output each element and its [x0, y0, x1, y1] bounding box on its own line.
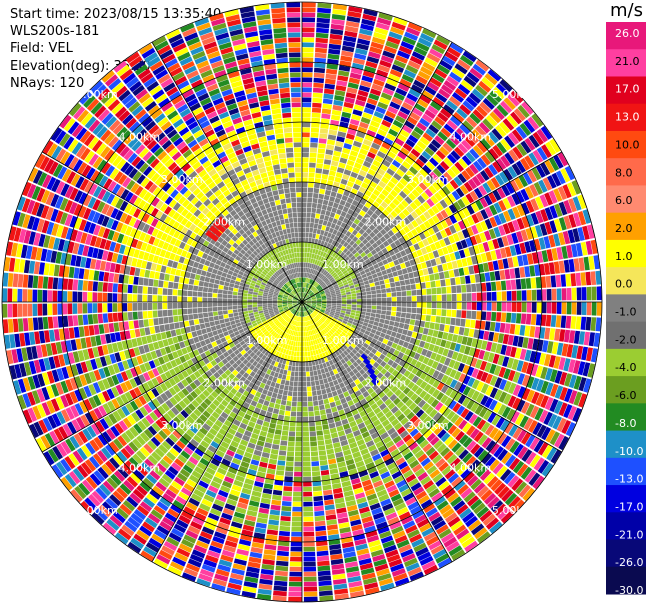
nrays: NRays: 120 [10, 75, 85, 91]
field-name: Field: VEL [10, 41, 73, 57]
colorbar-bin [606, 267, 646, 295]
colorbar-tick-label: -10.0 [615, 445, 643, 458]
range-ring-label: 5.00km [492, 504, 534, 517]
velocity-gates [2, 2, 602, 602]
colorbar-bin [606, 348, 646, 377]
range-ring-label: 3.00km [407, 419, 449, 432]
azimuth-line [301, 151, 563, 303]
azimuth-line [41, 301, 303, 453]
range-ring-label: 5.00km [76, 88, 118, 101]
colorbar-tick-label: -13.0 [615, 473, 643, 486]
range-ring-label: 3.00km [407, 173, 449, 186]
colorbar-bin [606, 22, 646, 50]
azimuth-line [151, 41, 303, 303]
instrument-name: WLS200s-181 [10, 24, 100, 40]
colorbar-bin [606, 539, 646, 568]
start-time: Start time: 2023/08/15 13:35:40 [10, 7, 222, 22]
colorbar-tick-label: 1.0 [615, 250, 633, 263]
colorbar-tick-label: 10.0 [615, 138, 640, 151]
range-ring-label: 1.00km [246, 334, 288, 347]
colorbar-tick-label: -17.0 [615, 500, 643, 513]
colorbar-tick-label: 0.0 [615, 278, 633, 291]
range-ring-label: 5.00km [492, 88, 534, 101]
colorbar-tick-label: 21.0 [615, 55, 640, 68]
range-ring-label: 4.00km [119, 461, 161, 474]
range-ring-label: 1.00km [322, 258, 364, 271]
colorbar-tick-label: -6.0 [615, 389, 636, 402]
azimuth-line [41, 151, 303, 303]
range-ring-label: 2.00km [365, 377, 407, 390]
colorbar-bin [606, 212, 646, 241]
colorbar-bin [606, 430, 646, 459]
colorbar-tick-label: -21.0 [615, 528, 643, 541]
colorbar-tick-label: 6.0 [615, 194, 633, 207]
colorbar-bin [606, 103, 646, 132]
colorbar-tick-label: -2.0 [615, 333, 636, 346]
range-ring-label: 2.00km [203, 377, 245, 390]
colorbar-bin [606, 185, 646, 214]
colorbar-tick-label: -26.0 [615, 556, 643, 569]
colorbar-bin [606, 457, 646, 486]
range-ring-label: 3.00km [161, 419, 203, 432]
azimuth-line [301, 41, 453, 303]
ppi-velocity-plot: 1.00km 1.00km 1.00km 1.00km 2.00km 2.00km 2.00… [1, 1, 603, 603]
colorbar-bin [606, 158, 646, 186]
range-ring-label: 1.00km [322, 334, 364, 347]
colorbar-tick-label: -8.0 [615, 417, 636, 430]
colorbar-bin [606, 485, 646, 513]
colorbar-bin [606, 376, 646, 404]
colorbar-bin [606, 403, 646, 432]
range-ring-label: 4.00km [449, 131, 491, 144]
colorbar-bin [606, 49, 646, 77]
colorbar-tick-label: -1.0 [615, 306, 636, 319]
colorbar-tick-label: 8.0 [615, 166, 633, 179]
colorbar-bin [606, 76, 646, 105]
colorbar-tick-label: 13.0 [615, 111, 640, 124]
colorbar-tick-label: 2.0 [615, 222, 633, 235]
colorbar-bin [606, 321, 646, 350]
range-ring-label: 5.00km [76, 504, 118, 517]
azimuth-line [301, 301, 563, 453]
colorbar-tick-label: 26.0 [615, 27, 640, 40]
range-ring-label: 1.00km [246, 258, 288, 271]
colorbar-tick-label: -4.0 [615, 361, 636, 374]
colorbar-bin [606, 239, 646, 268]
azimuth-line [151, 301, 303, 563]
range-ring-label: 4.00km [119, 131, 161, 144]
colorbar-bin [606, 512, 646, 541]
colorbar-unit: m/s [610, 0, 643, 21]
azimuth-line [301, 301, 453, 563]
colorbar-bin [606, 566, 646, 595]
colorbar-tick-label: -30.0 [615, 584, 643, 597]
colorbar-tick-label: 17.0 [615, 83, 640, 96]
colorbar-bin [606, 130, 646, 159]
colorbar-bin [606, 294, 646, 323]
range-ring-label: 2.00km [365, 215, 407, 228]
range-ring-label: 2.00km [203, 215, 245, 228]
range-ring-label: 4.00km [449, 461, 491, 474]
range-ring-label: 3.00km [161, 173, 203, 186]
